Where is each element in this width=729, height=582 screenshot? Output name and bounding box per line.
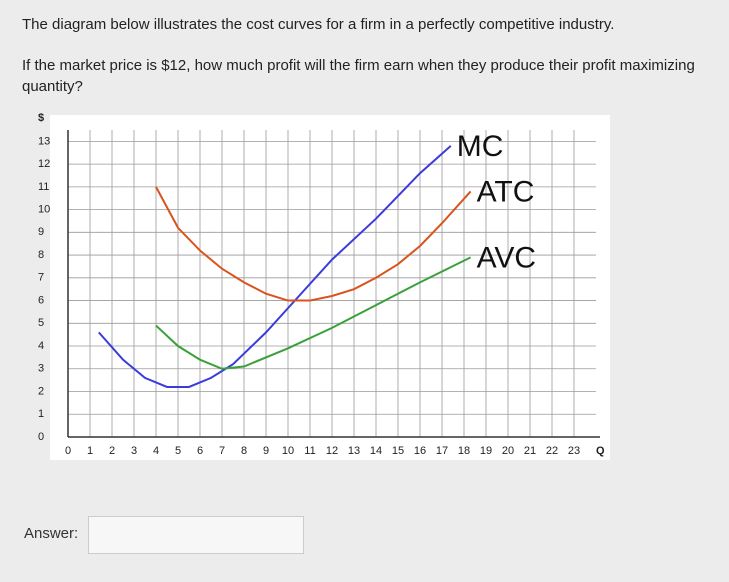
chart-panel — [50, 115, 610, 460]
y-tick-label: 4 — [38, 340, 44, 352]
x-tick-label: 22 — [546, 445, 558, 457]
cost-curve — [155, 256, 472, 370]
y-tick-label: 2 — [38, 385, 44, 397]
question-line: The diagram below illustrates the cost c… — [22, 16, 615, 33]
y-tick-label: 8 — [38, 249, 44, 261]
question-line: If the market price is $12, how much pro… — [22, 57, 695, 95]
x-tick-label: 7 — [219, 445, 225, 457]
x-tick-label: 4 — [153, 445, 159, 457]
x-tick-label: 21 — [524, 445, 536, 457]
y-tick-label: 0 — [38, 431, 44, 443]
x-tick-label: 6 — [197, 445, 203, 457]
x-tick-label: 9 — [263, 445, 269, 457]
x-tick-label: 20 — [502, 445, 514, 457]
curve-label: AVC — [477, 241, 536, 274]
y-tick-label: 3 — [38, 363, 44, 375]
x-tick-label: 3 — [131, 445, 137, 457]
x-tick-label: 11 — [304, 445, 315, 457]
x-tick-label: 18 — [458, 445, 470, 457]
x-tick-label: 15 — [392, 445, 404, 457]
x-tick-label: 12 — [326, 445, 338, 457]
x-tick-label: 23 — [568, 445, 580, 457]
x-tick-label: 17 — [436, 445, 448, 457]
x-tick-label: 8 — [241, 445, 247, 457]
y-tick-label: 10 — [38, 203, 50, 215]
y-tick-label: 9 — [38, 226, 44, 238]
y-axis-label: $ — [38, 112, 44, 124]
x-tick-label: 19 — [480, 445, 492, 457]
cost-curve — [155, 186, 472, 302]
x-tick-label: 14 — [370, 445, 382, 457]
y-tick-label: 6 — [38, 294, 44, 306]
x-tick-label: 1 — [87, 445, 93, 457]
cost-curve — [98, 145, 452, 388]
curve-label: MC — [457, 130, 504, 163]
x-tick-label: 13 — [348, 445, 360, 457]
curve-label: ATC — [477, 175, 535, 208]
y-tick-label: 11 — [38, 181, 49, 193]
x-tick-label: 10 — [282, 445, 294, 457]
x-tick-label: 0 — [65, 445, 71, 457]
y-tick-label: 5 — [38, 317, 44, 329]
x-tick-label: 16 — [414, 445, 426, 457]
x-axis-label: Q — [596, 445, 605, 457]
answer-input[interactable] — [88, 516, 304, 554]
answer-label: Answer: — [24, 525, 79, 542]
y-tick-label: 12 — [38, 158, 50, 170]
y-tick-label: 13 — [38, 135, 50, 147]
y-tick-label: 1 — [38, 408, 44, 420]
y-tick-label: 7 — [38, 272, 44, 284]
x-tick-label: 2 — [109, 445, 115, 457]
x-tick-label: 5 — [175, 445, 181, 457]
